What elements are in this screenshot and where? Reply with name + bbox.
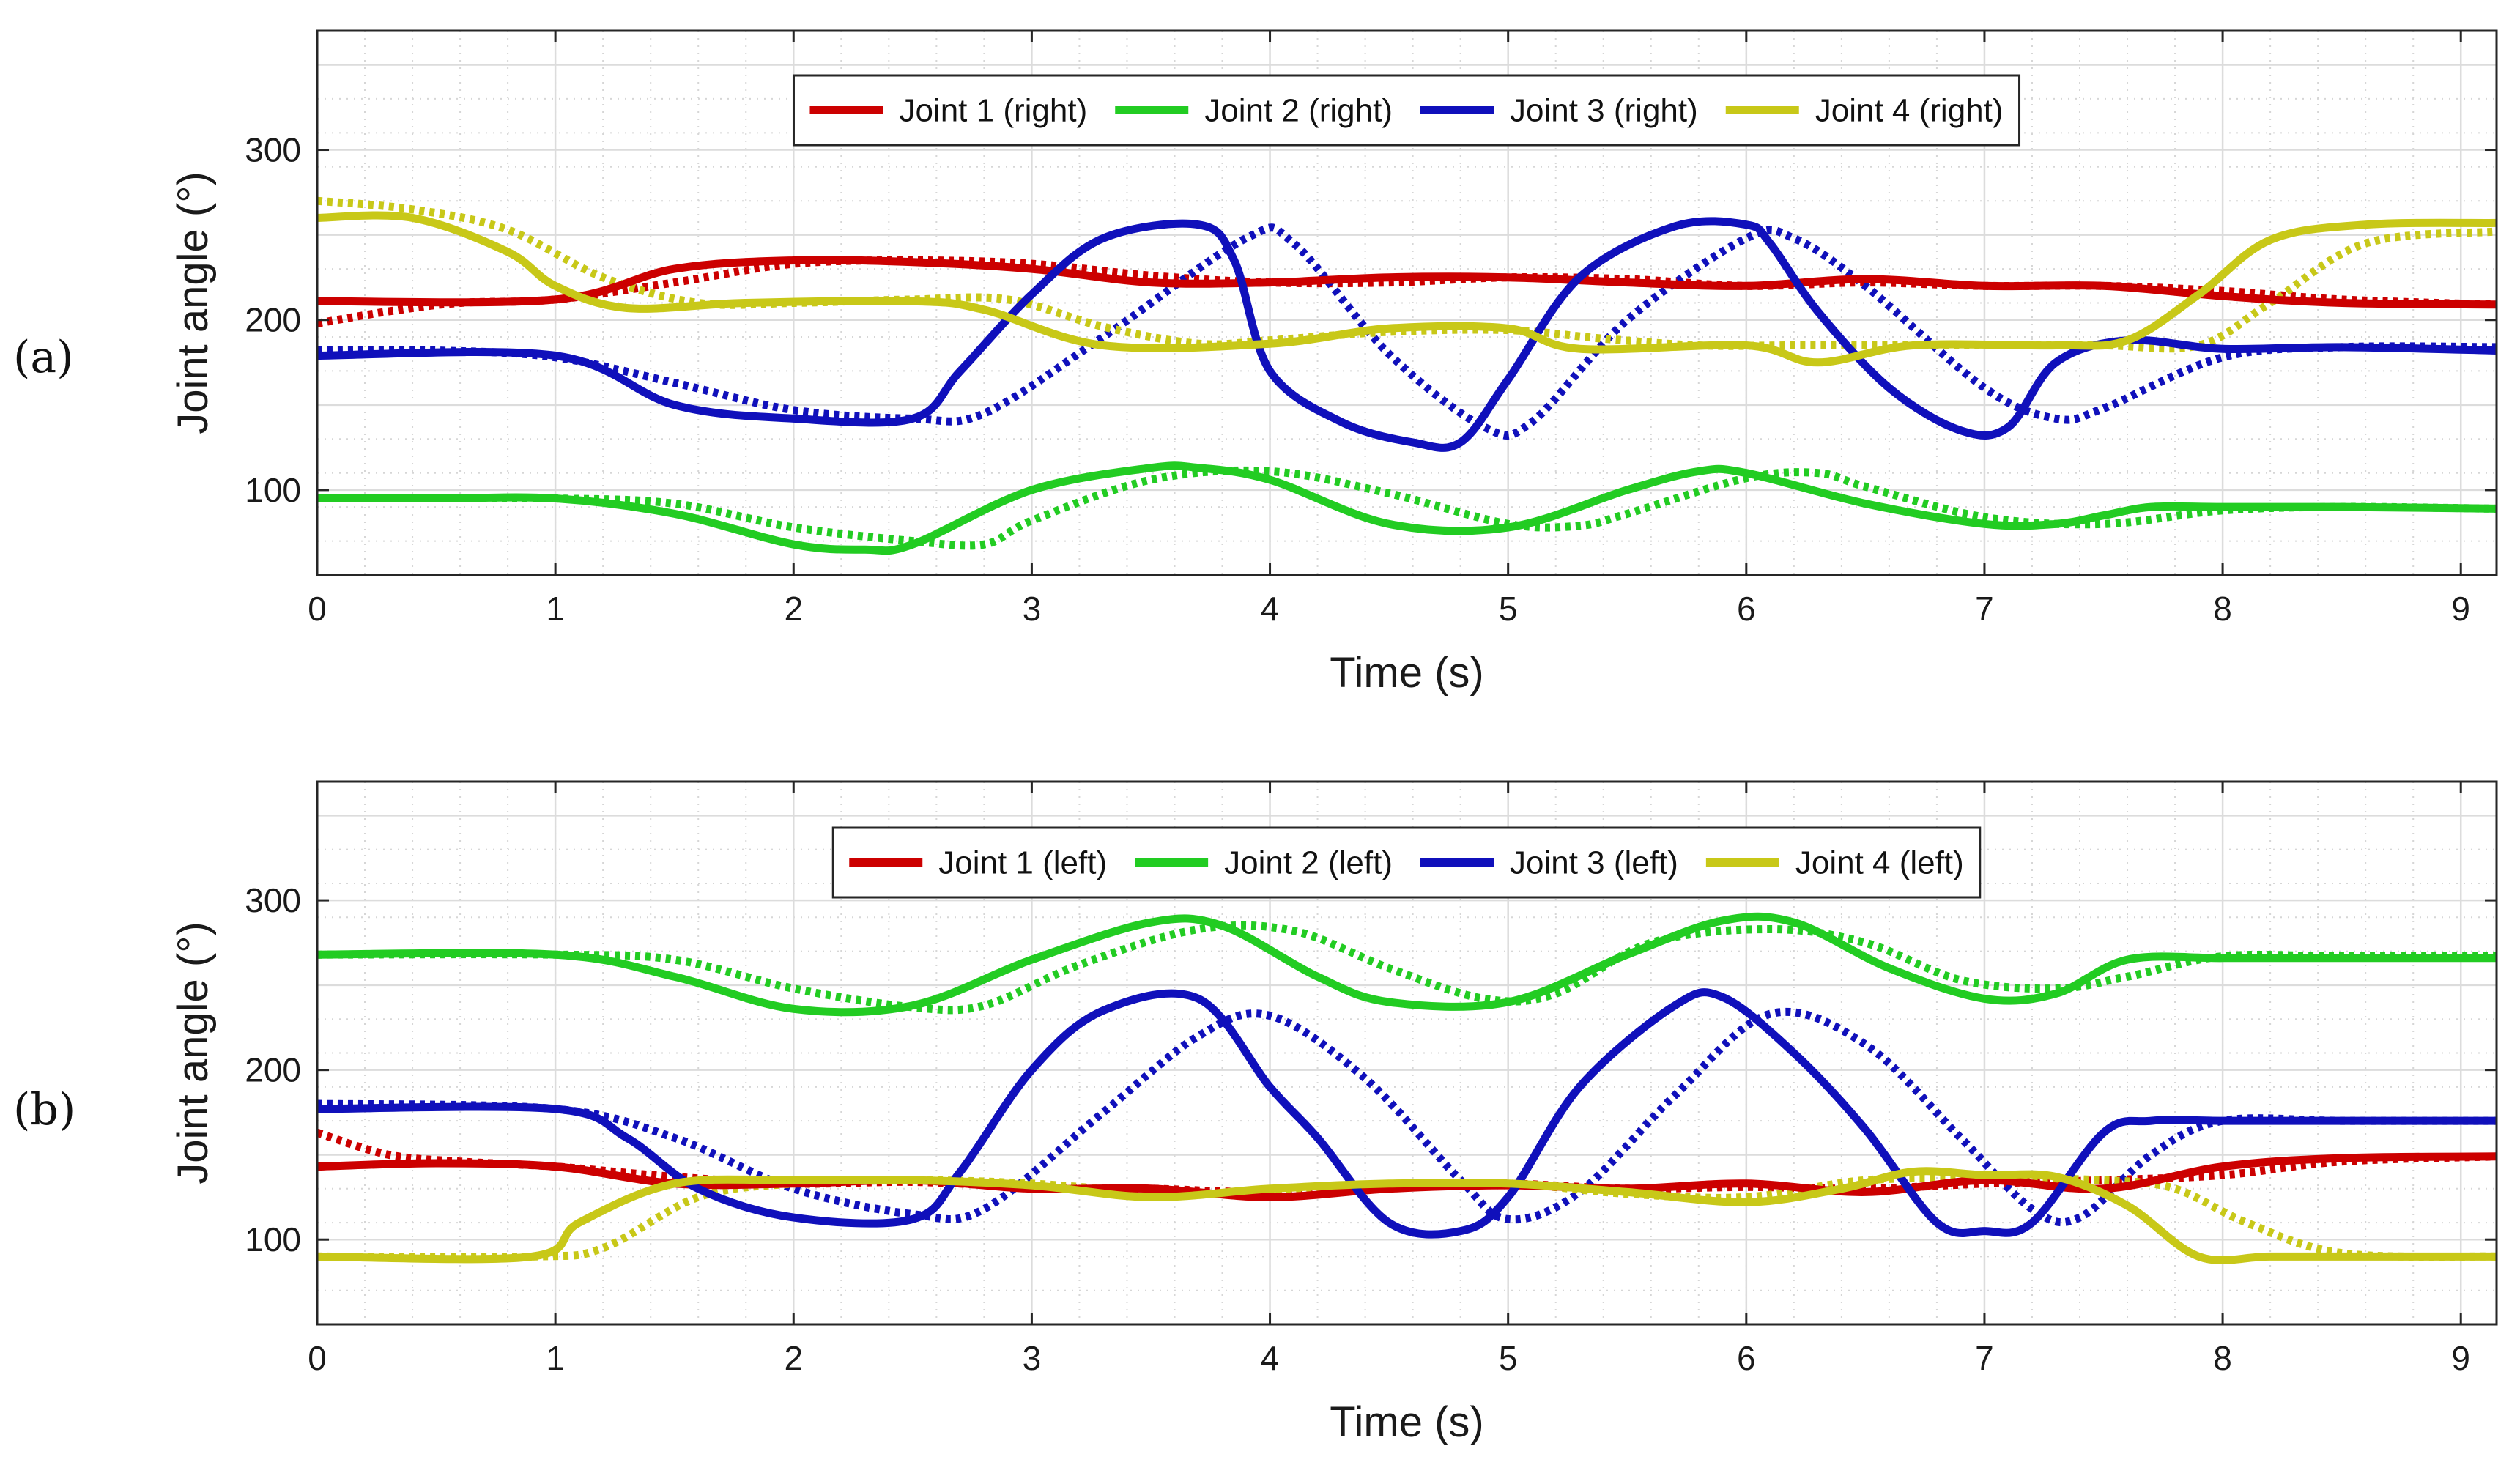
x-tick-label: 3 xyxy=(1023,590,1042,628)
x-tick-label: 6 xyxy=(1737,1339,1756,1377)
legend-label: Joint 4 (left) xyxy=(1796,845,1964,881)
x-tick-label: 2 xyxy=(784,1339,803,1377)
x-tick-label: 8 xyxy=(2213,590,2232,628)
legend-label: Joint 4 (right) xyxy=(1815,93,2004,129)
series-line-joint-2-right xyxy=(317,461,2497,555)
y-tick-label: 100 xyxy=(245,1220,301,1258)
x-axis-label: Time (s) xyxy=(1330,649,1483,697)
x-tick-label: 5 xyxy=(1499,590,1518,628)
legend-label: Joint 1 (right) xyxy=(899,93,1087,129)
legend-box xyxy=(792,74,2021,147)
x-axis-label: Time (s) xyxy=(1330,1398,1483,1446)
panel-label: (b) xyxy=(13,1084,75,1135)
x-tick-label: 5 xyxy=(1499,1339,1518,1377)
chart-panel-2: 0 1 2 3 4 5 6 7 8 9 100 200 300 Time (s) Joint angle (… xyxy=(13,780,2498,1446)
legend-label: Joint 3 (right) xyxy=(1510,93,1698,129)
series-group xyxy=(317,196,2497,555)
y-tick-label: 100 xyxy=(245,471,301,509)
series-line-joint-1-right xyxy=(317,256,2497,309)
chart-panel-1: 0 1 2 3 4 5 6 7 8 9 100 200 300 Time (s) Joint angle (… xyxy=(13,29,2498,697)
series-line-joint-2-left xyxy=(317,912,2497,1017)
axes-box xyxy=(316,780,2498,1326)
x-tick-label: 1 xyxy=(546,590,565,628)
y-tick-label: 200 xyxy=(245,1051,301,1089)
legend-label: Joint 2 (right) xyxy=(1204,93,1393,129)
series-line-reference-1-dotted xyxy=(317,256,2497,327)
series-line-joint-4-left xyxy=(317,1167,2497,1265)
legend: Joint 1 (left) Joint 2 (left) Joint 3 (lef… xyxy=(831,826,1982,899)
series-line-reference-3-dotted xyxy=(317,921,2497,1015)
x-tick-label: 9 xyxy=(2451,1339,2470,1377)
series-line-reference-3-dotted xyxy=(317,466,2497,550)
series-group xyxy=(317,912,2497,1265)
series-line-joint-3-left xyxy=(317,988,2497,1239)
x-tick-label: 6 xyxy=(1737,590,1756,628)
x-tick-label: 8 xyxy=(2213,1339,2232,1377)
series-line-joint-3-right xyxy=(317,217,2497,452)
legend-box xyxy=(831,826,1982,899)
x-tick-label: 0 xyxy=(308,590,327,628)
panel-label: (a) xyxy=(13,332,74,383)
axes-box xyxy=(316,29,2498,576)
legend-label: Joint 3 (left) xyxy=(1510,845,1678,881)
legend-label: Joint 2 (left) xyxy=(1224,845,1393,881)
y-tick-label: 200 xyxy=(245,301,301,339)
x-tick-label: 2 xyxy=(784,590,803,628)
y-tick-label: 300 xyxy=(245,881,301,919)
y-axis-label: Joint angle (°) xyxy=(169,921,217,1184)
x-tick-label: 7 xyxy=(1975,590,1994,628)
y-axis-label: Joint angle (°) xyxy=(169,171,217,434)
x-tick-label: 1 xyxy=(546,1339,565,1377)
x-tick-label: 3 xyxy=(1023,1339,1042,1377)
series-line-reference-5-dotted xyxy=(317,223,2497,440)
series-line-joint-4-right xyxy=(317,211,2497,367)
x-tick-label: 4 xyxy=(1261,1339,1280,1377)
x-tick-label: 9 xyxy=(2451,590,2470,628)
legend-label: Joint 1 (left) xyxy=(938,845,1107,881)
x-tick-label: 7 xyxy=(1975,1339,1994,1377)
y-tick-label: 300 xyxy=(245,131,301,169)
legend: Joint 1 (right) Joint 2 (right) Joint 3 (r… xyxy=(792,74,2021,147)
x-tick-label: 4 xyxy=(1261,590,1280,628)
x-tick-label: 0 xyxy=(308,1339,327,1377)
